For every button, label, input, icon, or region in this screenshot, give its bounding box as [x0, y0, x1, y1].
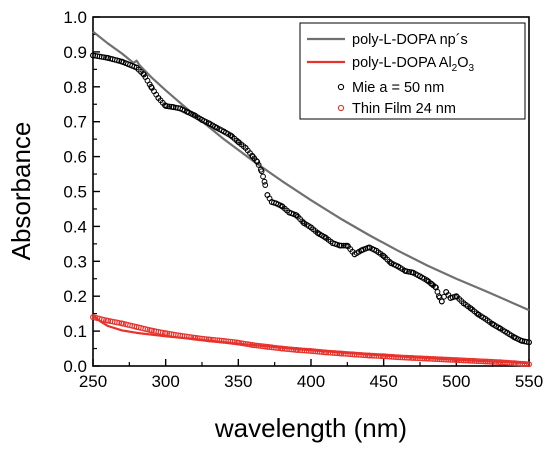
y-tick-label: 0.1	[63, 322, 87, 341]
series-markers-thin-film-24-nm	[90, 314, 532, 368]
data-point	[526, 361, 532, 368]
legend-label-al2o3-base: poly-L-DOPA Al	[352, 55, 452, 71]
data-point	[432, 283, 439, 290]
data-point	[262, 182, 269, 188]
legend-label-al2o3-mid: O	[457, 55, 468, 71]
y-tick-label: 0.0	[63, 357, 87, 376]
data-point	[257, 166, 264, 173]
y-tick-label: 0.6	[63, 148, 87, 167]
x-tick-label: 250	[79, 372, 107, 391]
legend-label-al2o3-sub1: 2	[452, 63, 458, 74]
y-tick-label: 0.9	[63, 43, 87, 62]
legend-label-mie: Mie a = 50 nm	[352, 80, 444, 96]
legend: poly-L-DOPA np´s poly-L-DOPA Al2O3 Mie a…	[299, 22, 526, 120]
x-axis-ticks: 250 300 350 400 450 500 550	[79, 359, 543, 391]
data-point	[523, 361, 530, 367]
data-point	[254, 158, 261, 165]
x-tick-label: 450	[369, 372, 397, 391]
legend-label-al2o3-sub2: 3	[469, 63, 475, 74]
x-tick-label: 400	[297, 372, 325, 391]
y-tick-label: 0.4	[63, 217, 87, 236]
y-tick-label: 0.7	[63, 113, 87, 132]
y-axis-ticks: 0.0 0.1 0.2 0.3 0.4 0.5 0.6 0.7 0.8 0.9 1.0	[63, 8, 100, 376]
x-tick-label: 500	[442, 372, 470, 391]
y-tick-label: 0.2	[63, 287, 87, 306]
data-point	[255, 162, 262, 168]
legend-label-np: poly-L-DOPA np´s	[352, 32, 468, 48]
data-point	[434, 288, 441, 295]
series-layer	[90, 30, 532, 368]
data-point	[451, 293, 458, 300]
y-tick-label: 1.0	[63, 8, 87, 27]
data-point	[526, 339, 532, 346]
x-tick-label: 550	[515, 372, 543, 391]
x-tick-label: 300	[151, 372, 179, 391]
y-tick-label: 0.3	[63, 252, 87, 271]
y-axis-title: Absorbance	[6, 122, 36, 261]
legend-label-al2o3: poly-L-DOPA Al2O3	[352, 55, 475, 74]
legend-label-thinfilm: Thin Film 24 nm	[352, 101, 456, 117]
series-markers-mie-a-50-nm	[90, 52, 532, 346]
legend-swatch-thinfilm-marker	[337, 104, 345, 112]
y-tick-label: 0.8	[63, 78, 87, 97]
data-point	[438, 298, 445, 305]
legend-swatch-mie-marker	[337, 83, 345, 91]
data-point	[261, 178, 268, 185]
series-line-poly-l-dopa-al2o3	[92, 314, 530, 365]
data-point	[523, 338, 530, 345]
data-point	[260, 173, 266, 180]
series-line-poly-l-dopa-np-s	[92, 30, 530, 312]
x-tick-label: 350	[224, 372, 252, 391]
x-axis-title: wavelength (nm)	[214, 413, 407, 443]
y-tick-label: 0.5	[63, 183, 87, 202]
